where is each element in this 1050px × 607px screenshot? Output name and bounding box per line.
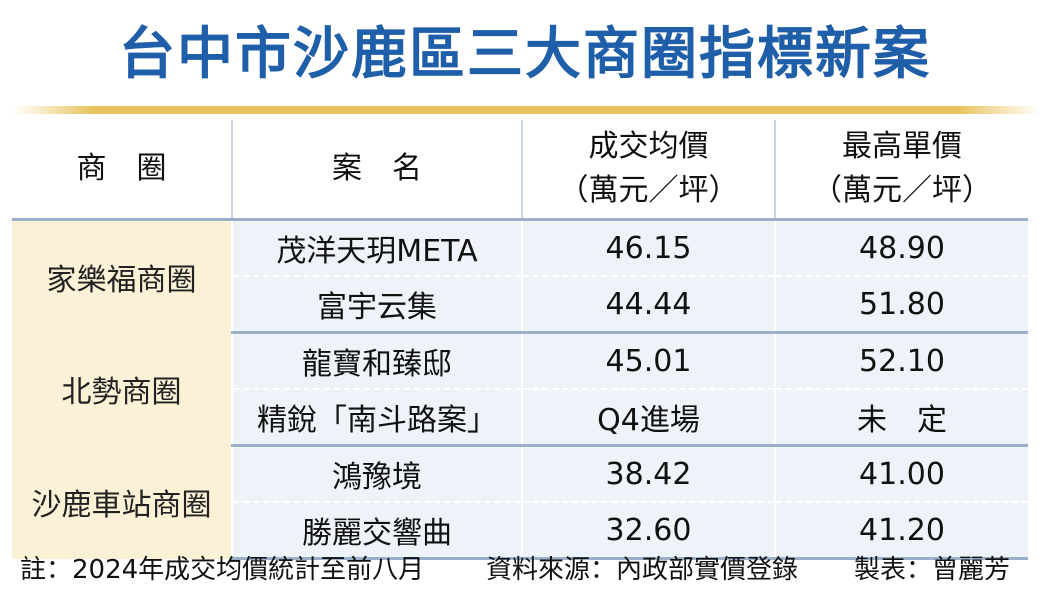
table-row: 北勢商圈 龍寶和臻邸 45.01 52.10 <box>12 332 1028 446</box>
project-cell: 富宇云集 <box>231 275 522 334</box>
project-cell: 精銳「南斗路案」 <box>231 388 522 447</box>
table-header-row: 商 圈 案 名 成交均價 （萬元／坪） 最高單價 （萬元／坪） <box>12 120 1028 221</box>
avg-price-cell: 45.01 <box>521 332 775 389</box>
header-avg-price: 成交均價 （萬元／坪） <box>521 120 775 221</box>
table-row: 家樂福商圈 茂洋天玥META 46.15 48.90 <box>12 219 1028 333</box>
max-price-cell: 41.20 <box>774 501 1028 560</box>
table-row: 沙鹿車站商圈 鴻豫境 38.42 41.00 <box>12 445 1028 559</box>
table-row: 勝麗交響曲 32.60 41.20 <box>12 501 1028 560</box>
district-cell: 沙鹿車站商圈 <box>12 445 232 559</box>
header-max-price-label: 最高單價 <box>842 129 962 164</box>
title-divider <box>12 106 1040 114</box>
header-max-price-unit: （萬元／坪） <box>812 173 992 208</box>
district-cell: 北勢商圈 <box>12 332 232 446</box>
project-cell: 勝麗交響曲 <box>231 501 522 560</box>
footnote: 註：2024年成交均價統計至前八月 <box>20 555 425 585</box>
max-price-cell: 未 定 <box>774 388 1028 447</box>
max-price-cell: 52.10 <box>774 332 1028 389</box>
header-avg-price-unit: （萬元／坪） <box>558 173 739 208</box>
avg-price-cell: Q4進場 <box>521 388 775 447</box>
max-price-cell: 48.90 <box>774 219 1028 276</box>
avg-price-cell: 32.60 <box>521 501 775 560</box>
header-project: 案 名 <box>231 120 522 221</box>
district-cell: 家樂福商圈 <box>12 219 232 333</box>
table-author: 製表：曾麗芳 <box>854 555 1011 585</box>
avg-price-cell: 46.15 <box>521 219 775 276</box>
header-max-price: 最高單價 （萬元／坪） <box>774 120 1028 221</box>
table-row: 精銳「南斗路案」 Q4進場 未 定 <box>12 388 1028 447</box>
header-district: 商 圈 <box>12 120 232 221</box>
table-row: 富宇云集 44.44 51.80 <box>12 275 1028 334</box>
table-footer: 註：2024年成交均價統計至前八月 資料來源：內政部實價登錄 製表：曾麗芳 <box>12 550 1028 590</box>
header-avg-price-label: 成交均價 <box>588 129 709 164</box>
max-price-cell: 51.80 <box>774 275 1028 334</box>
project-cell: 茂洋天玥META <box>231 219 522 276</box>
project-cell: 鴻豫境 <box>231 445 522 502</box>
data-source: 資料來源：內政部實價登錄 <box>486 555 799 585</box>
max-price-cell: 41.00 <box>774 445 1028 502</box>
page-title: 台中市沙鹿區三大商圈指標新案 <box>119 22 931 87</box>
avg-price-cell: 44.44 <box>521 275 775 334</box>
project-cell: 龍寶和臻邸 <box>231 332 522 389</box>
avg-price-cell: 38.42 <box>521 445 775 502</box>
price-table: 商 圈 案 名 成交均價 （萬元／坪） 最高單價 （萬元／坪） 家樂福商圈 茂洋… <box>12 120 1028 560</box>
